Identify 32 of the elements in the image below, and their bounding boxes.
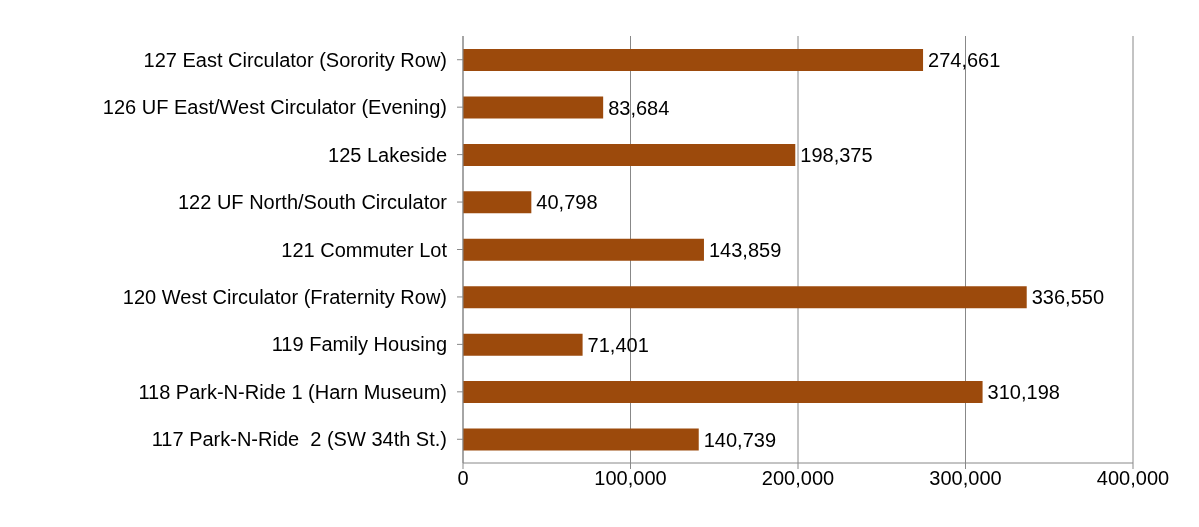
x-tick-label: 100,000 <box>594 467 667 490</box>
data-label: 310,198 <box>987 381 1060 404</box>
data-label: 83,684 <box>608 96 670 119</box>
y-tick-label: 118 Park-N-Ride 1 (Harn Museum) <box>138 380 447 403</box>
y-tick-label: 125 Lakeside <box>328 143 447 166</box>
bar <box>463 381 983 404</box>
data-label: 140,739 <box>703 428 777 451</box>
bar <box>463 428 699 451</box>
y-tick-label: 126 UF East/West Circulator (Evening) <box>102 96 447 119</box>
y-tick-label: 117 Park-N-Ride 2 (SW 34th St.) <box>151 428 447 451</box>
bar <box>463 333 583 356</box>
y-tick-label: 119 Family Housing <box>271 333 447 356</box>
data-label: 143,859 <box>708 238 782 261</box>
y-tick-label: 127 East Circulator (Sorority Row) <box>143 48 447 71</box>
y-tick-label: 121 Commuter Lot <box>281 238 448 261</box>
bar <box>463 96 604 119</box>
data-label: 40,798 <box>536 191 598 214</box>
data-label: 336,550 <box>1031 286 1105 309</box>
data-label: 71,401 <box>587 333 649 356</box>
bar <box>463 191 532 214</box>
bar <box>463 286 1027 309</box>
x-tick-label: 300,000 <box>929 467 1002 490</box>
y-tick-label: 122 UF North/South Circulator <box>177 191 448 214</box>
x-tick-label: 0 <box>457 467 469 490</box>
y-tick-label: 120 West Circulator (Fraternity Row) <box>122 285 447 308</box>
data-label: 274,661 <box>928 49 1001 72</box>
bar <box>463 49 924 71</box>
bar <box>463 238 704 261</box>
bar <box>463 143 796 166</box>
x-tick-label: 400,000 <box>1096 467 1170 490</box>
x-tick-label: 200,000 <box>761 467 835 490</box>
data-label: 198,375 <box>800 143 873 166</box>
